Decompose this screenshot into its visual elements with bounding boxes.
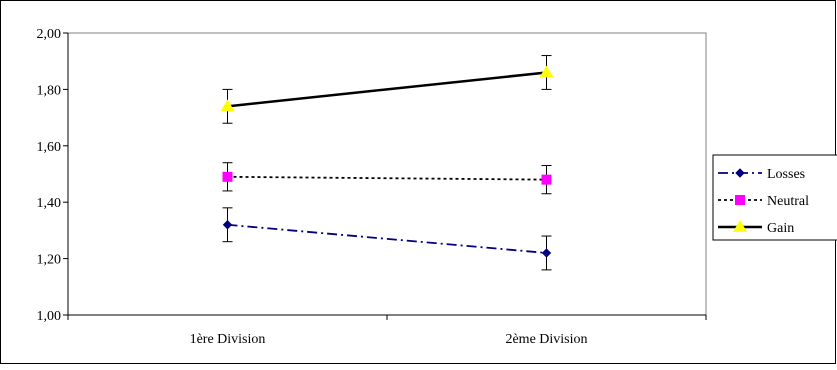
data-point-marker — [222, 220, 233, 230]
series-line — [227, 71, 547, 108]
legend-label: Gain — [767, 221, 794, 236]
x-tick-label: 1ère Division — [190, 332, 266, 347]
axes: 1,00 1,20 1,40 1,60 1,80 2,00 1ère Division 2èm… — [37, 27, 707, 347]
data-point-marker — [220, 99, 235, 112]
legend: Losses Neutral Gain — [712, 154, 837, 241]
y-tick-label: 1,00 — [37, 309, 62, 324]
y-tick-label: 1,60 — [37, 140, 62, 155]
legend-item: Losses — [718, 167, 805, 182]
y-tick-label: 1,80 — [37, 83, 62, 98]
y-tick-label: 1,20 — [37, 253, 62, 268]
legend-label: Neutral — [767, 194, 809, 209]
data-point-marker — [541, 174, 552, 185]
y-tick-label: 2,00 — [37, 27, 62, 42]
legend-marker — [735, 168, 745, 178]
x-tick-label: 2ème Division — [505, 332, 587, 347]
legend-item: Neutral — [718, 194, 809, 209]
legend-marker — [735, 195, 745, 205]
series-line — [227, 175, 547, 181]
data-point-marker — [541, 248, 552, 258]
series-layer — [220, 55, 554, 271]
series-neutral — [222, 162, 552, 195]
legend-label: Losses — [767, 167, 805, 182]
y-tick-label: 1,40 — [37, 196, 62, 211]
legend-item: Gain — [718, 220, 794, 236]
data-point-marker — [539, 65, 554, 78]
series-line — [227, 223, 547, 254]
series-losses — [222, 207, 552, 271]
legend-marker — [733, 220, 747, 232]
data-point-marker — [222, 171, 233, 182]
series-gain — [220, 55, 554, 124]
plot-area — [67, 32, 707, 316]
